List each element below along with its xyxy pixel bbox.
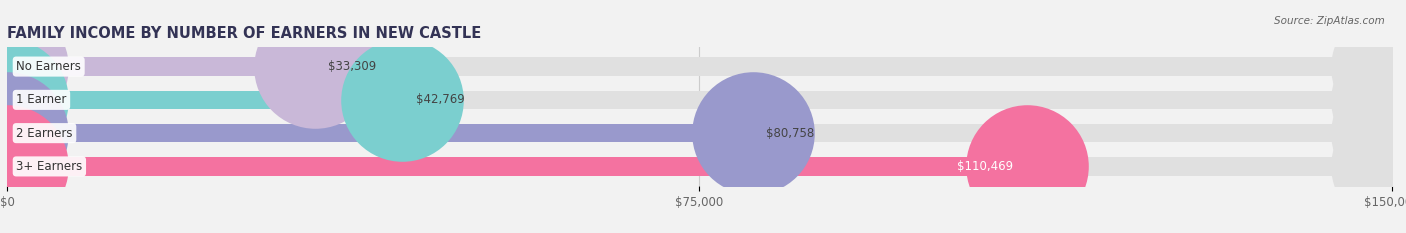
Point — [1015, 164, 1038, 168]
Point — [391, 98, 413, 102]
Bar — [7, 157, 1026, 176]
Text: $80,758: $80,758 — [766, 127, 814, 140]
Point — [1381, 131, 1403, 135]
Bar — [7, 91, 1392, 109]
Text: FAMILY INCOME BY NUMBER OF EARNERS IN NEW CASTLE: FAMILY INCOME BY NUMBER OF EARNERS IN NE… — [7, 26, 481, 41]
Text: 3+ Earners: 3+ Earners — [17, 160, 83, 173]
Point — [1381, 65, 1403, 69]
Point — [741, 131, 763, 135]
Text: $110,469: $110,469 — [957, 160, 1014, 173]
Text: Source: ZipAtlas.com: Source: ZipAtlas.com — [1274, 16, 1385, 26]
Text: 1 Earner: 1 Earner — [17, 93, 66, 106]
Bar — [7, 157, 1392, 176]
Text: $33,309: $33,309 — [329, 60, 377, 73]
Point — [0, 131, 18, 135]
Point — [0, 164, 18, 168]
Point — [0, 98, 18, 102]
Text: $42,769: $42,769 — [416, 93, 464, 106]
Point — [304, 65, 326, 69]
Text: 2 Earners: 2 Earners — [17, 127, 73, 140]
Point — [1381, 98, 1403, 102]
Text: No Earners: No Earners — [17, 60, 82, 73]
Bar — [7, 124, 752, 142]
Point — [1381, 164, 1403, 168]
Bar — [7, 57, 1392, 76]
Bar — [7, 124, 1392, 142]
Bar — [7, 91, 402, 109]
Bar — [7, 57, 315, 76]
Point — [0, 65, 18, 69]
